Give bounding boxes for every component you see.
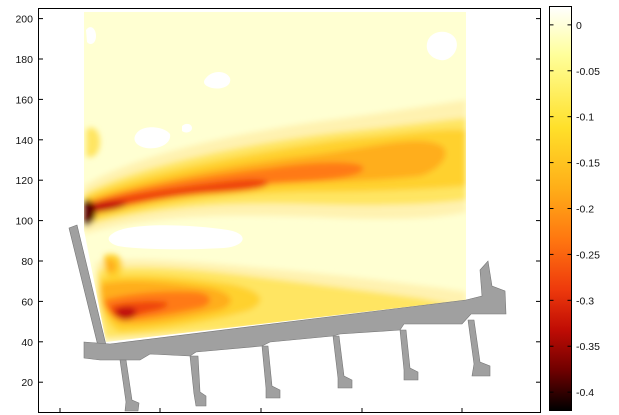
y-tick-label: 120 (15, 175, 33, 187)
y-tick-label: 140 (15, 135, 33, 147)
colorbar-tick-label: -0.2 (576, 204, 594, 216)
pillar-4 (332, 335, 353, 389)
y-tick-label: 20 (21, 377, 33, 389)
white-patch-upper-right (426, 31, 457, 61)
contour-level-1 (86, 127, 100, 158)
pillar-3 (261, 345, 281, 399)
colorbar-tick-label: -0.1 (576, 112, 594, 124)
contour-level-6 (115, 307, 137, 320)
contour-level-5 (84, 179, 269, 214)
support-beam (83, 260, 507, 361)
white-patch-upper-left (204, 72, 231, 89)
contour-field (84, 12, 466, 342)
white-patch-lower-left (108, 225, 243, 250)
structure (68, 224, 507, 412)
x-axis-ticks (59, 408, 463, 412)
white-patches (86, 27, 457, 250)
colorbar-tick-label: -0.25 (576, 249, 600, 261)
y-axis: 20 40 60 80 100 120 140 160 180 200 (15, 14, 541, 389)
pillar-6 (467, 319, 491, 377)
y-tick-label: 60 (21, 296, 33, 308)
colorbar-tick-label: -0.3 (576, 295, 594, 307)
white-patch-top-left (86, 27, 96, 44)
contour-level-3 (106, 259, 116, 273)
y-tick-label: 200 (15, 14, 33, 26)
colorbar-tick-label: -0.4 (576, 387, 594, 399)
colorbar-tick-label: -0.05 (576, 66, 600, 78)
colorbar: 0 -0.05 -0.1 -0.15 -0.2 -0.25 -0.3 -0.35 -0.4 (549, 6, 600, 411)
white-patch-mid-left (134, 127, 171, 149)
colorbar-tick-label: 0 (576, 20, 582, 32)
y-tick-label: 80 (21, 256, 33, 268)
y-tick-label: 160 (15, 94, 33, 106)
pillar-5 (399, 329, 419, 381)
contour-level-7 (84, 199, 96, 226)
y-tick-label: 100 (15, 216, 33, 228)
pillar-2 (189, 355, 207, 407)
pillar-1 (119, 359, 140, 412)
y-tick-label: 40 (21, 337, 33, 349)
white-patch-small (182, 123, 192, 133)
colorbar-tick-label: -0.35 (576, 341, 600, 353)
colorbar-tick-label: -0.15 (576, 158, 600, 170)
colorbar-ticks: 0 -0.05 -0.1 -0.15 -0.2 -0.25 -0.3 -0.35 -0.4 (549, 20, 600, 399)
y-tick-label: 180 (15, 54, 33, 66)
